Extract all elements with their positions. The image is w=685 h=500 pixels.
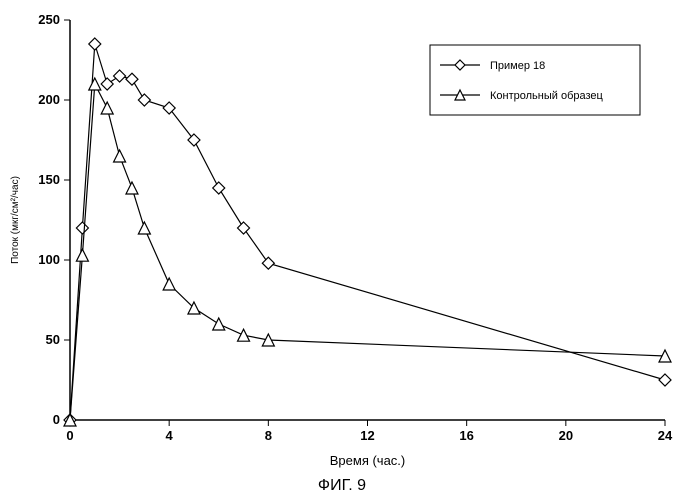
figure-caption: ФИГ. 9: [318, 477, 366, 494]
x-tick-label: 20: [559, 428, 573, 443]
x-tick-label: 4: [166, 428, 174, 443]
y-tick-label: 50: [46, 332, 60, 347]
x-tick-label: 0: [66, 428, 73, 443]
legend-box: [430, 45, 640, 115]
x-tick-label: 24: [658, 428, 673, 443]
y-tick-label: 0: [53, 412, 60, 427]
x-tick-label: 8: [265, 428, 272, 443]
flux-vs-time-chart: 0 50 100 150 200 250 0 4 8 12 16 20 24 Время (час.) По…: [0, 0, 685, 500]
x-axis-label: Время (час.): [330, 453, 406, 468]
y-tick-label: 200: [38, 92, 60, 107]
y-tick-label: 250: [38, 12, 60, 27]
legend-label-0: Пример 18: [490, 60, 545, 72]
y-axis-label: Поток (мкг/см²/час): [10, 176, 21, 264]
x-tick-label: 12: [360, 428, 374, 443]
y-tick-label: 150: [38, 172, 60, 187]
y-tick-label: 100: [38, 252, 60, 267]
x-tick-label: 16: [459, 428, 473, 443]
chart-container: 0 50 100 150 200 250 0 4 8 12 16 20 24 Время (час.) По…: [0, 0, 685, 500]
legend-label-1: Контрольный образец: [490, 90, 604, 102]
